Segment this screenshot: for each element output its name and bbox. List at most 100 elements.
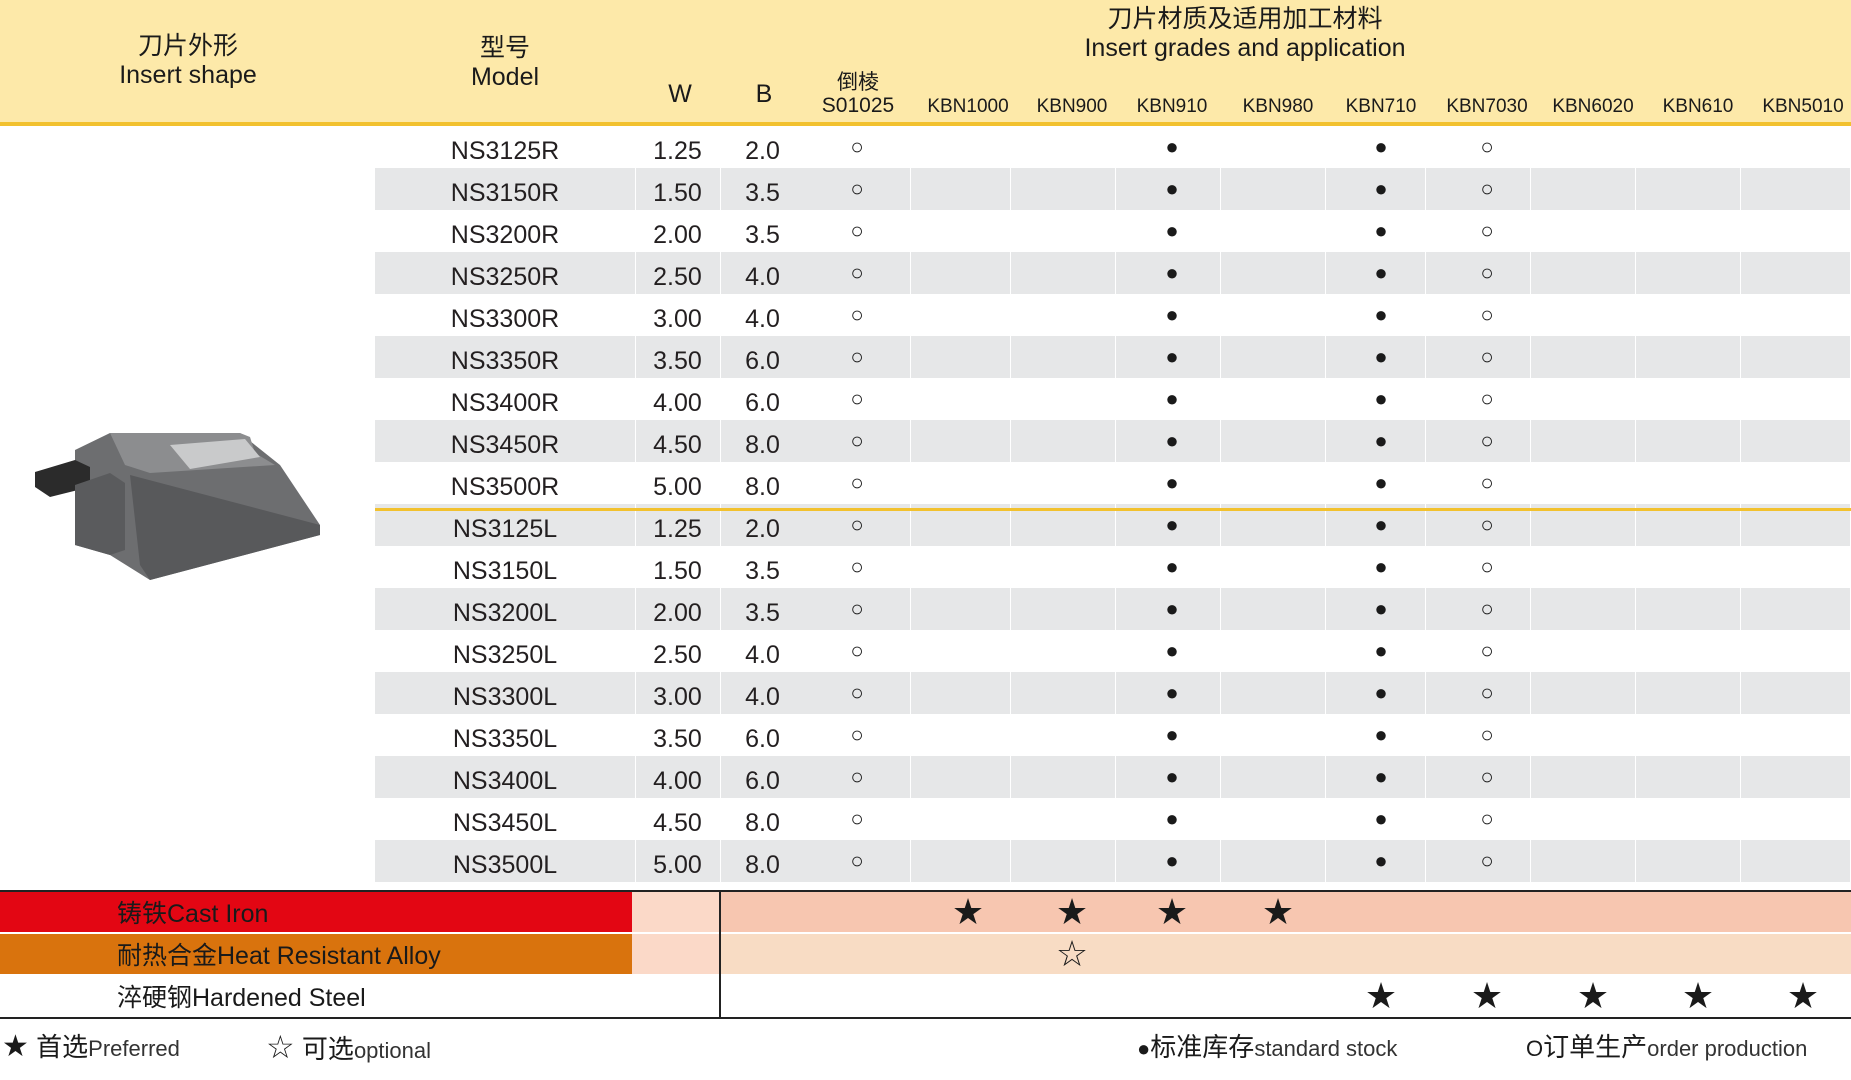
filled-star-icon: ★ xyxy=(1786,975,1820,1016)
kbn910-mark: ● xyxy=(1165,386,1179,411)
kbn7030-mark: ○ xyxy=(1480,302,1494,327)
kbn910-mark: ● xyxy=(1165,134,1179,159)
w-cell: 3.50 xyxy=(653,347,702,375)
w-header: W xyxy=(668,80,692,108)
filled-star-icon: ★ xyxy=(1470,975,1504,1016)
kbn710-mark: ● xyxy=(1374,848,1388,873)
grades-en: Insert grades and application xyxy=(1084,33,1406,62)
kbn7030-mark: ○ xyxy=(1480,134,1494,159)
grade-header-kbn5010: KBN5010 xyxy=(1762,96,1844,117)
b-cell: 4.0 xyxy=(745,641,780,669)
grades-cn: 刀片材质及适用加工材料 xyxy=(1107,4,1383,33)
b-cell: 6.0 xyxy=(745,389,780,417)
grade-header-kbn1000: KBN1000 xyxy=(927,96,1009,117)
w-cell: 3.50 xyxy=(653,725,702,753)
application-label: 耐热合金Heat Resistant Alloy xyxy=(0,934,632,974)
b-cell: 8.0 xyxy=(745,851,780,879)
b-cell: 4.0 xyxy=(745,263,780,291)
right-left-divider xyxy=(375,508,1851,511)
kbn710-mark: ● xyxy=(1374,554,1388,579)
insert-shape-image xyxy=(35,433,320,580)
kbn910-mark: ● xyxy=(1165,722,1179,747)
table-row: NS3250L 2.50 4.0 ○ ● ● ○ xyxy=(375,630,1851,672)
legend-preferred-en: Preferred xyxy=(88,1036,180,1061)
application-spacer xyxy=(632,892,719,932)
b-cell: 4.0 xyxy=(745,305,780,333)
legend-stock-en: standard stock xyxy=(1254,1036,1398,1061)
model-cell: NS3350R xyxy=(450,347,560,375)
grade-header-kbn6020: KBN6020 xyxy=(1552,96,1634,117)
b-cell: 3.5 xyxy=(745,221,780,249)
table-row: NS3350R 3.50 6.0 ○ ● ● ○ xyxy=(375,336,1851,378)
b-cell: 6.0 xyxy=(745,767,780,795)
chamfer-mark: ○ xyxy=(850,806,864,831)
model-cell: NS3200R xyxy=(450,221,560,249)
b-cell: 3.5 xyxy=(745,557,780,585)
kbn7030-mark: ○ xyxy=(1480,554,1494,579)
w-cell: 4.00 xyxy=(653,389,702,417)
model-cell: NS3300R xyxy=(450,305,560,333)
legend-order-cn: 订单生产 xyxy=(1543,1033,1648,1063)
chamfer-mark: ○ xyxy=(850,764,864,789)
b-header: B xyxy=(755,80,773,108)
kbn7030-mark: ○ xyxy=(1480,176,1494,201)
chamfer-mark: ○ xyxy=(850,218,864,243)
chamfer-cn: 倒棱 xyxy=(837,70,879,94)
legend-optional-en: optional xyxy=(353,1038,432,1063)
chamfer-header: 倒棱 S01025 xyxy=(808,70,908,118)
kbn910-mark: ● xyxy=(1165,176,1179,201)
table-row: NS3125L 1.25 2.0 ○ ● ● ○ xyxy=(375,504,1851,546)
application-row: 耐热合金Heat Resistant Alloy ☆ xyxy=(0,934,1851,974)
chamfer-mark: ○ xyxy=(850,722,864,747)
table-row: NS3300L 3.00 4.0 ○ ● ● ○ xyxy=(375,672,1851,714)
chamfer-mark: ○ xyxy=(850,848,864,873)
table-row: NS3300R 3.00 4.0 ○ ● ● ○ xyxy=(375,294,1851,336)
kbn910-mark: ● xyxy=(1165,302,1179,327)
kbn710-mark: ● xyxy=(1374,680,1388,705)
model-en: Model xyxy=(470,62,540,91)
kbn910-mark: ● xyxy=(1165,428,1179,453)
model-cell: NS3500L xyxy=(452,851,558,879)
chamfer-mark: ○ xyxy=(850,260,864,285)
grade-header-kbn900: KBN900 xyxy=(1036,96,1108,117)
w-cell: 1.25 xyxy=(653,515,702,543)
kbn7030-mark: ○ xyxy=(1480,218,1494,243)
application-row: 淬硬钢Hardened Steel ★ ★ ★ ★ ★ xyxy=(0,976,1851,1016)
filled-dot-icon: ● xyxy=(1137,1036,1151,1061)
apps-column-rule xyxy=(719,890,721,1017)
table-row: NS3450R 4.50 8.0 ○ ● ● ○ xyxy=(375,420,1851,462)
kbn910-mark: ● xyxy=(1165,344,1179,369)
kbn710-mark: ● xyxy=(1374,638,1388,663)
kbn7030-mark: ○ xyxy=(1480,848,1494,873)
kbn910-mark: ● xyxy=(1165,764,1179,789)
chamfer-mark: ○ xyxy=(850,428,864,453)
kbn710-mark: ● xyxy=(1374,260,1388,285)
hollow-dot-icon: O xyxy=(1526,1036,1544,1061)
b-cell: 3.5 xyxy=(745,599,780,627)
chamfer-mark: ○ xyxy=(850,386,864,411)
model-cell: NS3400R xyxy=(450,389,560,417)
filled-star-icon: ★ xyxy=(951,891,985,932)
b-cell: 8.0 xyxy=(745,809,780,837)
model-cell: NS3125L xyxy=(452,515,558,543)
model-cell: NS3200L xyxy=(452,599,558,627)
w-cell: 5.00 xyxy=(653,473,702,501)
kbn7030-mark: ○ xyxy=(1480,806,1494,831)
kbn710-mark: ● xyxy=(1374,722,1388,747)
table-row: NS3250R 2.50 4.0 ○ ● ● ○ xyxy=(375,252,1851,294)
application-label: 淬硬钢Hardened Steel xyxy=(0,976,632,1016)
insert-shape-cn: 刀片外形 xyxy=(137,31,238,60)
kbn710-mark: ● xyxy=(1374,218,1388,243)
b-cell: 8.0 xyxy=(745,473,780,501)
application-table: 铸铁Cast Iron ★ ★ ★ ★ 耐热合金Heat Resistant Alloy ☆… xyxy=(0,890,1851,1020)
chamfer-code: S01025 xyxy=(821,94,895,118)
b-cell: 4.0 xyxy=(745,683,780,711)
grade-header-kbn910: KBN910 xyxy=(1136,96,1208,117)
insert-shape-header: 刀片外形 Insert shape xyxy=(88,31,288,90)
kbn710-mark: ● xyxy=(1374,302,1388,327)
kbn710-mark: ● xyxy=(1374,134,1388,159)
kbn910-mark: ● xyxy=(1165,512,1179,537)
grades-header: 刀片材质及适用加工材料 Insert grades and applicatio… xyxy=(1000,4,1490,63)
kbn910-mark: ● xyxy=(1165,806,1179,831)
table-row: NS3125R 1.25 2.0 ○ ● ● ○ xyxy=(375,126,1851,168)
